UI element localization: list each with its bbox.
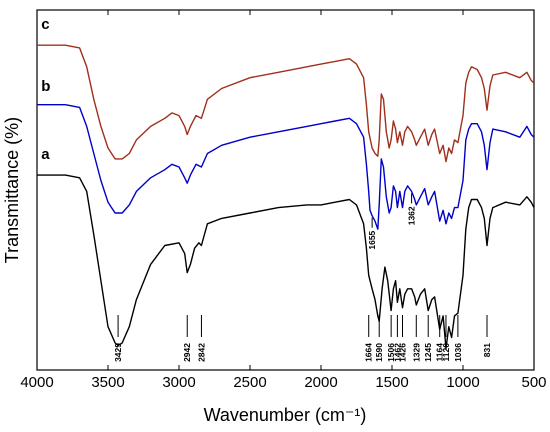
peak-label: 3429 [113,343,123,362]
peak-label: 1036 [453,343,463,362]
peak-label: 2842 [196,343,206,362]
series-label-c: c [41,16,49,33]
peak-label: 831 [482,343,492,357]
x-tick-label: 3500 [91,374,124,391]
peak-label: 1655 [367,230,377,249]
peak-label: 1164 [435,343,445,362]
series-line-a [37,174,535,349]
series-layer: a b c [37,16,535,349]
peak-label: 2942 [182,343,192,362]
x-tick-label: 2500 [233,374,266,391]
x-tick-label: 500 [521,374,546,391]
peak-label: 1362 [407,206,417,225]
x-tick-label: 3000 [162,374,195,391]
peak-label: 1245 [423,343,433,362]
y-axis-title: Transmittance (%) [2,117,22,263]
peak-label: 1506 [386,343,396,362]
series-label-a: a [41,146,50,163]
x-tick-label: 4000 [20,374,53,391]
peak-label: 1426 [398,343,408,362]
x-tick-label: 1000 [446,374,479,391]
series-label-b: b [41,78,50,95]
peak-label: 1120 [441,343,451,362]
peak-label: 1462 [392,343,402,362]
peak-label: 1664 [364,343,374,362]
x-tick-label: 1500 [375,374,408,391]
x-axis-title: Wavenumber (cm⁻¹) [204,405,367,425]
x-tick-label: 2000 [304,374,337,391]
series-line-b [37,104,535,230]
series-line-c [37,44,535,163]
x-axis: 4000 3500 3000 2500 2000 1500 1000 500 [20,10,547,391]
peak-label: 1329 [411,343,421,362]
peak-label: 1590 [374,343,384,362]
plot-frame [36,9,535,371]
